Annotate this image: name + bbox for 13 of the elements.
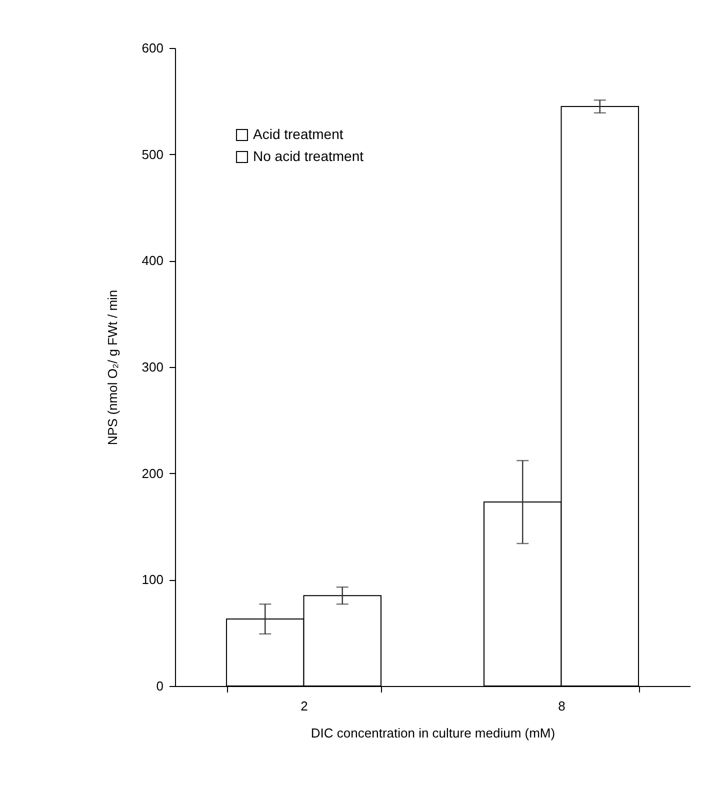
y-tick-label: 500 <box>142 146 164 162</box>
y-tick-label: 300 <box>142 360 164 374</box>
y-tick-label: 200 <box>142 466 164 481</box>
x-tick-label: 2 <box>300 698 308 714</box>
x-axis-title: DIC concentration in culture medium (mM) <box>310 726 556 740</box>
y-axis-title: NPS (nmol O₂/ g FWt / min <box>104 290 120 446</box>
y-tick-label: 100 <box>142 572 164 588</box>
y-tick-label: 400 <box>142 253 164 268</box>
x-tick-label: 8 <box>558 698 566 714</box>
y-tick-label: 600 <box>142 40 164 56</box>
legend-label: Acid treatment <box>253 126 344 142</box>
y-tick-label: 0 <box>156 678 164 694</box>
legend-label: No acid treatment <box>253 148 364 164</box>
